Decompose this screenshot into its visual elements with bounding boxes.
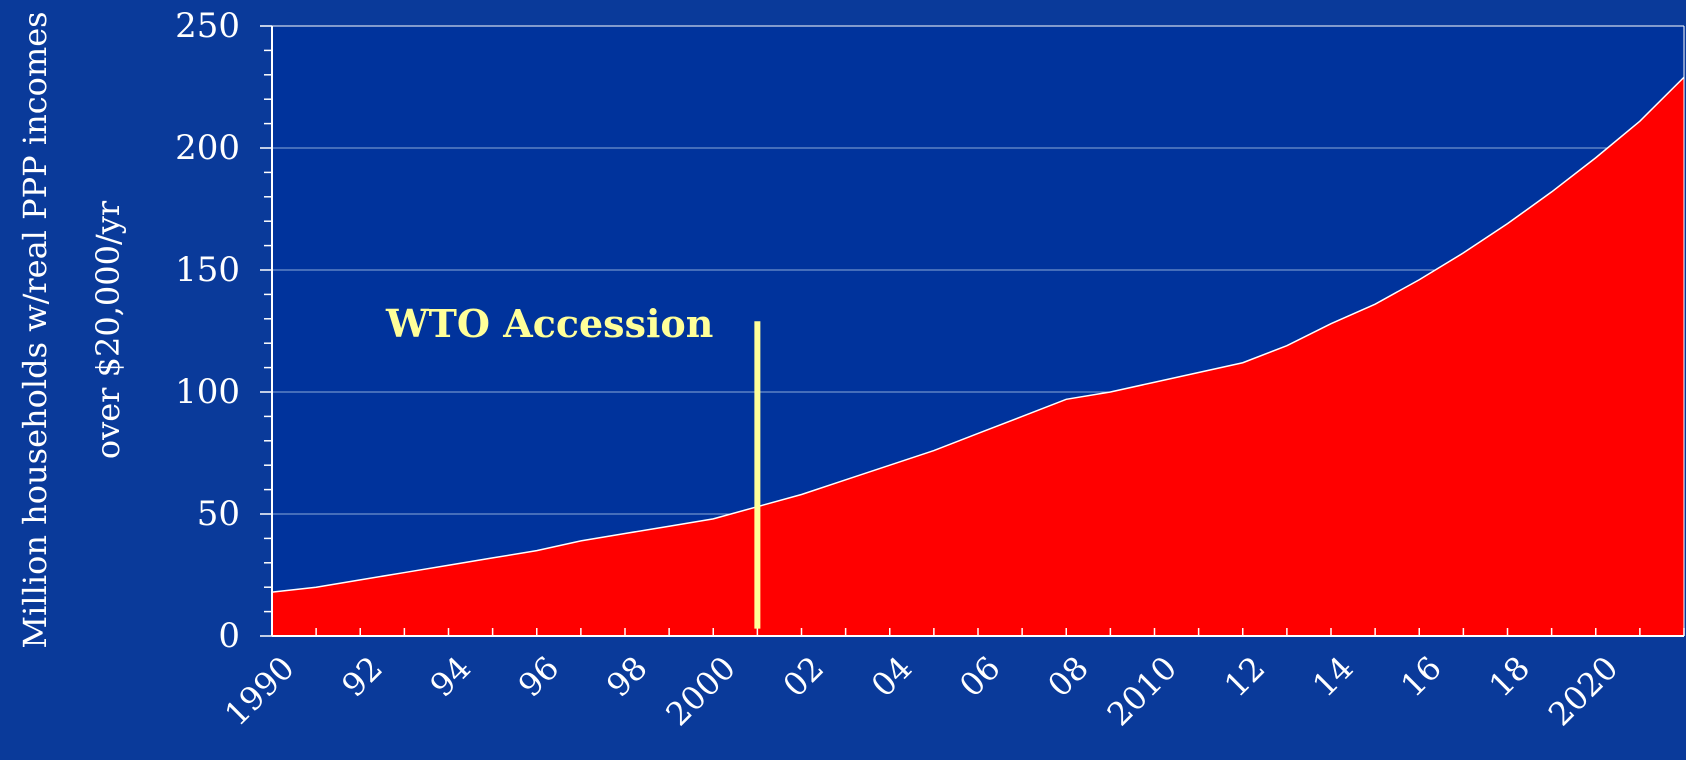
wto-accession-label: WTO Accession [385, 301, 713, 346]
y-tick-label: 50 [197, 494, 240, 534]
data-point [1463, 252, 1464, 253]
data-point [404, 572, 405, 573]
x-tick-label: 94 [422, 649, 478, 705]
x-tick-label: 98 [599, 649, 655, 705]
x-tick-label: 18 [1481, 649, 1537, 705]
series-area [272, 77, 1684, 637]
data-point [1419, 279, 1420, 280]
data-point [1375, 304, 1376, 305]
x-tick-label: 04 [864, 649, 920, 705]
y-tick-label: 200 [175, 128, 240, 168]
x-tick-label: 96 [511, 649, 567, 705]
data-point [536, 550, 537, 551]
data-point [1022, 416, 1023, 417]
x-tick-label: 1990 [217, 649, 301, 733]
annotation-layer: WTO Accession [385, 301, 761, 629]
data-point [978, 433, 979, 434]
x-tick-label: 2000 [658, 649, 742, 733]
data-point [1286, 345, 1287, 346]
x-tick-label: 08 [1040, 649, 1096, 705]
data-point [713, 518, 714, 519]
x-tick-label: 02 [775, 649, 831, 705]
y-tick-label: 150 [175, 250, 240, 290]
x-tick-label: 12 [1217, 649, 1273, 705]
data-point [1639, 121, 1640, 122]
data-point [1595, 157, 1596, 158]
x-tick-label: 92 [334, 649, 390, 705]
x-tick-label: 16 [1393, 649, 1449, 705]
data-point [580, 540, 581, 541]
x-tick-label: 06 [952, 649, 1008, 705]
y-axis-title-line1: Million households w/real PPP incomes [16, 11, 54, 648]
y-axis-title-line2: over $20,000/yr [89, 200, 127, 459]
x-tick-label: 2010 [1100, 649, 1184, 733]
data-point [1331, 323, 1332, 324]
y-tick-label: 250 [175, 6, 240, 46]
data-point [316, 587, 317, 588]
data-point [1066, 399, 1067, 400]
y-tick-label: 100 [175, 372, 240, 412]
data-point [1507, 223, 1508, 224]
data-point [625, 533, 626, 534]
data-point [669, 526, 670, 527]
data-point [1551, 191, 1552, 192]
data-point [933, 450, 934, 451]
data-point [448, 565, 449, 566]
data-point [1110, 392, 1111, 393]
data-point [1242, 362, 1243, 363]
series-line [271, 76, 1685, 593]
data-point [492, 557, 493, 558]
data-point [801, 494, 802, 495]
x-tick-label: 14 [1305, 649, 1361, 705]
series-layer [271, 76, 1685, 637]
data-point [360, 579, 361, 580]
data-point [889, 465, 890, 466]
y-axis-title: Million households w/real PPP incomes ov… [16, 11, 127, 648]
data-point [845, 479, 846, 480]
data-point [1154, 382, 1155, 383]
data-point [1198, 372, 1199, 373]
y-tick-label: 0 [218, 616, 240, 656]
x-tick-label: 2020 [1541, 649, 1625, 733]
